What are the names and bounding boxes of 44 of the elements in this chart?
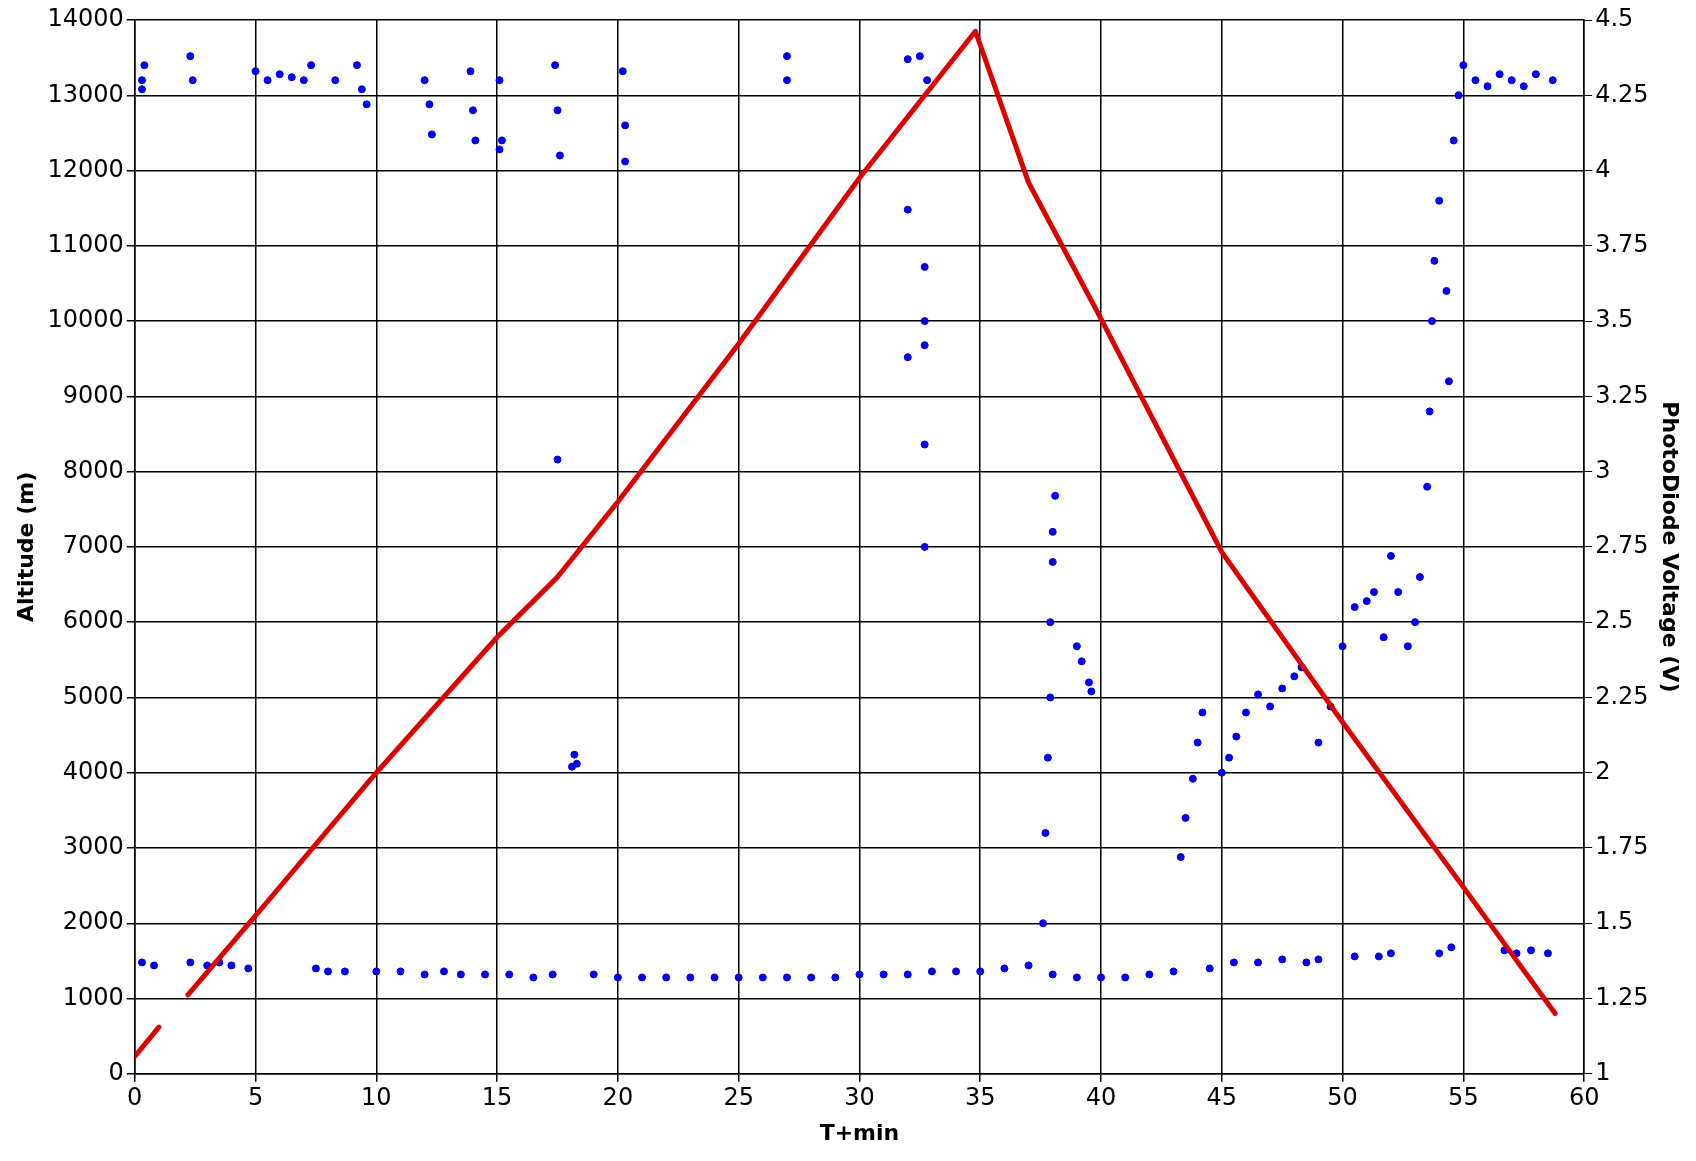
y2-tick-label: 4.5 <box>1595 4 1634 33</box>
x-tick-label: 50 <box>1327 1083 1358 1112</box>
y-tick-label: 9000 <box>62 380 124 409</box>
x-axis-title: T+min <box>819 1119 900 1145</box>
y-tick-label: 12000 <box>47 154 124 183</box>
y2-tick-label: 3 <box>1595 455 1611 484</box>
y-tick-label: 1000 <box>62 982 124 1011</box>
x-tick-label: 55 <box>1448 1083 1479 1112</box>
y2-axis-title: PhotoDiode Voltage (V) <box>1658 401 1684 693</box>
x-tick-label: 20 <box>602 1083 634 1112</box>
y-axis-title: Altitude (m) <box>12 471 38 622</box>
x-tick-label: 25 <box>723 1083 754 1112</box>
x-tick-label: 30 <box>844 1083 875 1112</box>
y2-tick-label: 4 <box>1595 154 1611 183</box>
y-tick-label: 11000 <box>47 230 124 259</box>
y2-tick-label: 4.25 <box>1595 79 1649 108</box>
y-tick-label: 6000 <box>62 606 124 635</box>
x-tick-label: 10 <box>361 1083 392 1112</box>
x-tick-label: 5 <box>247 1083 264 1112</box>
y2-tick-label: 2.25 <box>1595 681 1649 710</box>
y2-tick-label: 1.75 <box>1595 832 1649 861</box>
x-tick-label: 35 <box>964 1083 996 1112</box>
y-tick-label: 13000 <box>47 79 124 108</box>
y2-tick-label: 2.75 <box>1595 531 1649 560</box>
y-tick-label: 3000 <box>62 832 124 861</box>
y-tick-label: 5000 <box>62 681 124 710</box>
y2-tick-label: 2.5 <box>1595 606 1634 635</box>
y2-tick-label: 3.75 <box>1595 230 1649 259</box>
y-tick-label: 2000 <box>62 907 124 936</box>
y-tick-label: 8000 <box>62 455 124 484</box>
y2-tick-label: 2 <box>1595 756 1611 785</box>
y-tick-label: 10000 <box>47 305 124 334</box>
y2-tick-label: 1.5 <box>1595 907 1634 936</box>
x-tick-label: 15 <box>481 1083 513 1112</box>
x-tick-label: 0 <box>127 1083 143 1112</box>
y2-tick-label: 1.25 <box>1595 982 1649 1011</box>
y-tick-label: 7000 <box>62 531 124 560</box>
x-tick-label: 40 <box>1085 1083 1117 1112</box>
y-tick-label: 14000 <box>47 4 124 33</box>
y-tick-label: 0 <box>108 1058 124 1087</box>
x-tick-label: 45 <box>1206 1083 1238 1112</box>
y2-tick-label: 3.5 <box>1595 305 1634 334</box>
y2-tick-label: 3.25 <box>1595 380 1649 409</box>
y-tick-label: 4000 <box>62 756 124 785</box>
